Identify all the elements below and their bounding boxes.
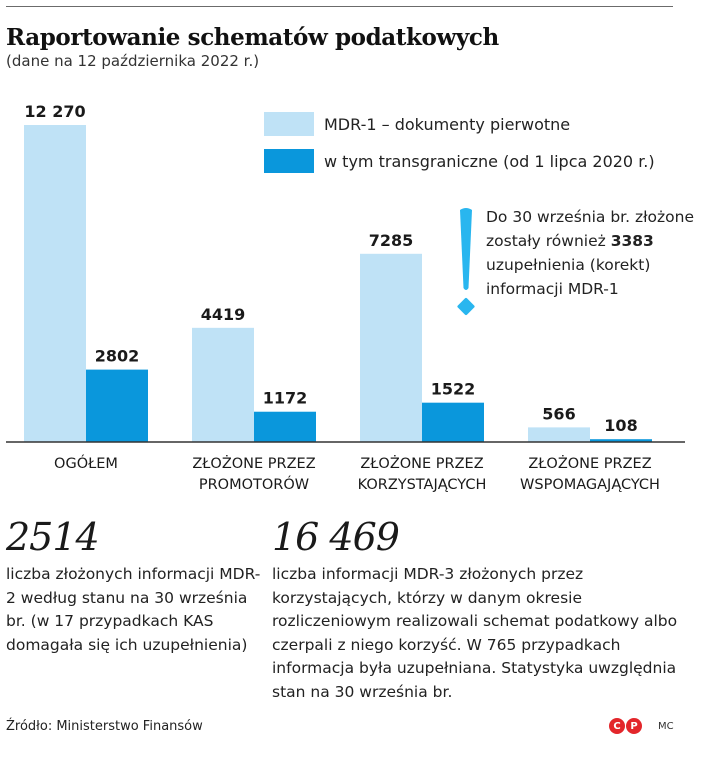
- legend-item-cross-border: w tym transgraniczne (od 1 lipca 2020 r.…: [264, 149, 655, 173]
- category-label-3-0: ZŁOŻONE PRZEZ: [528, 454, 651, 472]
- bar-primary-0: [24, 125, 86, 442]
- stat-number-mdr3: 16 469: [272, 515, 400, 559]
- publisher-logo: C P: [609, 718, 643, 734]
- note-text: Do 30 września br. złożone zostały równi…: [486, 205, 701, 301]
- bar-primary-3: [528, 427, 590, 442]
- stat-description-mdr2: liczba złożonych informacji MDR-2 według…: [6, 565, 261, 654]
- bar-cross-border-1: [254, 411, 316, 442]
- bar-cross-border-3: [590, 439, 652, 442]
- category-label-3-1: WSPOMAGAJĄCYCH: [520, 477, 660, 493]
- bar-value-label-cross-border-0: 2802: [95, 347, 140, 366]
- category-label-0-0: OGÓŁEM: [54, 454, 118, 472]
- note-text-after: uzupełnienia (korekt) informacji MDR-1: [486, 256, 651, 298]
- source-note: Źródło: Ministerstwo Finansów: [6, 719, 203, 734]
- bar-value-label-primary-1: 4419: [201, 305, 246, 324]
- bar-cross-border-0: [86, 369, 148, 442]
- legend-swatch-primary: [264, 112, 314, 136]
- logo-letter-p: P: [626, 718, 642, 734]
- bar-value-label-primary-2: 7285: [369, 231, 414, 250]
- exclamation-icon: [457, 208, 475, 316]
- bar-value-label-primary-3: 566: [542, 404, 575, 423]
- top-rule: [6, 6, 673, 7]
- bar-value-label-cross-border-3: 108: [604, 416, 637, 435]
- category-label-2-1: KORZYSTAJĄCYCH: [358, 477, 487, 493]
- legend-item-primary: MDR-1 – dokumenty pierwotne: [264, 112, 570, 136]
- category-label-2-0: ZŁOŻONE PRZEZ: [360, 454, 483, 472]
- legend-label-cross-border: w tym transgraniczne (od 1 lipca 2020 r.…: [324, 151, 655, 171]
- bar-primary-1: [192, 327, 254, 442]
- category-label-1-1: PROMOTORÓW: [199, 475, 309, 493]
- note-text-before: Do 30 września br. złożone zostały równi…: [486, 208, 694, 250]
- bar-value-label-cross-border-2: 1522: [431, 380, 476, 399]
- logo-letter-c: C: [609, 718, 625, 734]
- bar-chart: 12 270 4419 7285 566 2802 1172 1522 108 OGÓŁEM ZŁ…: [6, 102, 685, 493]
- bar-primary-2: [360, 253, 422, 442]
- bar-value-label-cross-border-1: 1172: [263, 389, 308, 408]
- author-credit: MC: [658, 721, 674, 732]
- stat-number-mdr2: 2514: [6, 515, 100, 559]
- legend-swatch-cross-border: [264, 149, 314, 173]
- legend-label-primary: MDR-1 – dokumenty pierwotne: [324, 114, 571, 134]
- chart-subtitle: (dane na 12 października 2022 r.): [6, 52, 260, 70]
- bar-value-label-primary-0: 12 270: [24, 102, 85, 121]
- bar-cross-border-2: [422, 402, 484, 442]
- stat-description-mdr3: liczba informacji MDR-3 złożonych przez …: [272, 565, 678, 701]
- chart-title: Raportowanie schematów podatkowych: [6, 24, 499, 51]
- note-highlight: 3383: [610, 232, 654, 250]
- category-label-1-0: ZŁOŻONE PRZEZ: [192, 454, 315, 472]
